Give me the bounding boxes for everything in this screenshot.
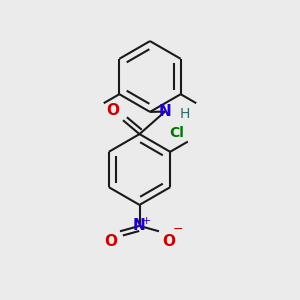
Text: O: O [104,234,117,249]
Text: −: − [172,223,183,236]
Text: H: H [180,107,190,121]
Text: O: O [106,103,119,118]
Text: Cl: Cl [169,126,184,140]
Text: O: O [162,234,175,249]
Text: N: N [159,104,171,119]
Text: N: N [133,218,146,233]
Text: +: + [141,215,151,226]
